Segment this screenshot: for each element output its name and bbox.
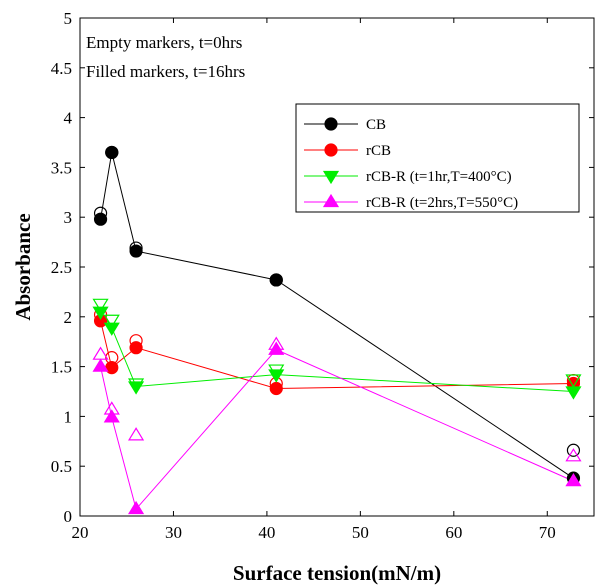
annotation-empty-markers: Empty markers, t=0hrs — [86, 33, 242, 52]
x-tick-label: 40 — [258, 523, 275, 542]
legend-label-rcb-r-550: rCB-R (t=2hrs,T=550°C) — [366, 195, 518, 211]
point-rcb-t16 — [129, 341, 143, 355]
x-tick-label: 70 — [539, 523, 556, 542]
point-rcb-r-400-t0 — [103, 314, 120, 328]
y-tick-label: 3.5 — [51, 158, 72, 177]
plot-frame — [79, 17, 595, 517]
x-tick-label: 30 — [165, 523, 182, 542]
y-tick-label: 0 — [64, 507, 73, 526]
y-tick-label: 1 — [64, 407, 73, 426]
point-cb-t16 — [93, 212, 108, 226]
point-rcb-t16 — [105, 360, 119, 375]
y-tick-label: 2 — [64, 308, 73, 327]
series-line-rcb-r-550 — [100, 349, 574, 511]
point-rcb-r-550-t16 — [565, 472, 582, 487]
point-rcb-r-400-t16 — [92, 306, 109, 320]
y-tick-label: 3 — [64, 208, 73, 227]
annotation-filled-markers: Filled markers, t=16hrs — [86, 62, 245, 81]
y-axis-title: Absorbance — [11, 213, 35, 320]
legend-marker-cb — [324, 117, 338, 131]
axis-ticks: 20 30 40 50 60 70 0 0.5 1 1.5 2 2.5 3 3.5 4 4.5 5 — [51, 9, 594, 542]
point-rcb-r-400-t16 — [268, 369, 285, 383]
legend-marker-rcb-r-550 — [322, 193, 340, 208]
x-tick-label: 20 — [72, 523, 89, 542]
point-rcb-r-400-t16 — [103, 322, 120, 336]
point-rcb-r-400-t16 — [565, 386, 582, 400]
y-tick-label: 0.5 — [51, 457, 72, 476]
point-rcb-r-550-t16 — [92, 358, 109, 372]
point-rcb-r-550-t16 — [128, 500, 145, 515]
point-rcb-r-550-t0 — [128, 427, 145, 441]
point-rcb-r-550-t16 — [268, 341, 285, 355]
x-tick-label: 50 — [352, 523, 369, 542]
legend-box — [295, 103, 580, 213]
point-rcb-r-400-t0 — [92, 298, 109, 313]
point-rcb-r-400-t16 — [128, 381, 145, 395]
y-tick-label: 2.5 — [51, 258, 72, 277]
y-tick-label: 4.5 — [51, 59, 72, 78]
legend-label-rcb: rCB — [366, 143, 391, 159]
point-cb-t16 — [129, 244, 143, 258]
point-cb-t16 — [269, 273, 283, 287]
y-tick-label: 5 — [64, 9, 73, 28]
legend-marker-rcb — [324, 143, 338, 157]
x-tick-label: 60 — [445, 523, 462, 542]
series-line-rcb-r-400 — [100, 311, 574, 392]
point-rcb-r-550-t16 — [103, 409, 120, 423]
point-rcb-r-400-t0 — [565, 374, 582, 388]
point-cb-t16 — [105, 145, 119, 160]
y-tick-label: 1.5 — [51, 358, 72, 377]
legend-marker-rcb-r-400 — [322, 170, 340, 185]
legend-label-cb: CB — [366, 117, 386, 133]
series-markers — [92, 145, 582, 515]
point-rcb-r-550-t0 — [565, 448, 582, 462]
legend-label-rcb-r-400: rCB-R (t=1hr,T=400°C) — [366, 169, 512, 185]
y-tick-label: 4 — [64, 109, 73, 128]
legend: CB rCB rCB-R (t=1hr,T=400°C) rCB-R (t=2hrs,… — [295, 103, 580, 213]
point-rcb-t16 — [269, 381, 283, 396]
x-axis-title: Surface tension(mN/m) — [233, 561, 441, 585]
point-cb-t0 — [566, 443, 581, 457]
